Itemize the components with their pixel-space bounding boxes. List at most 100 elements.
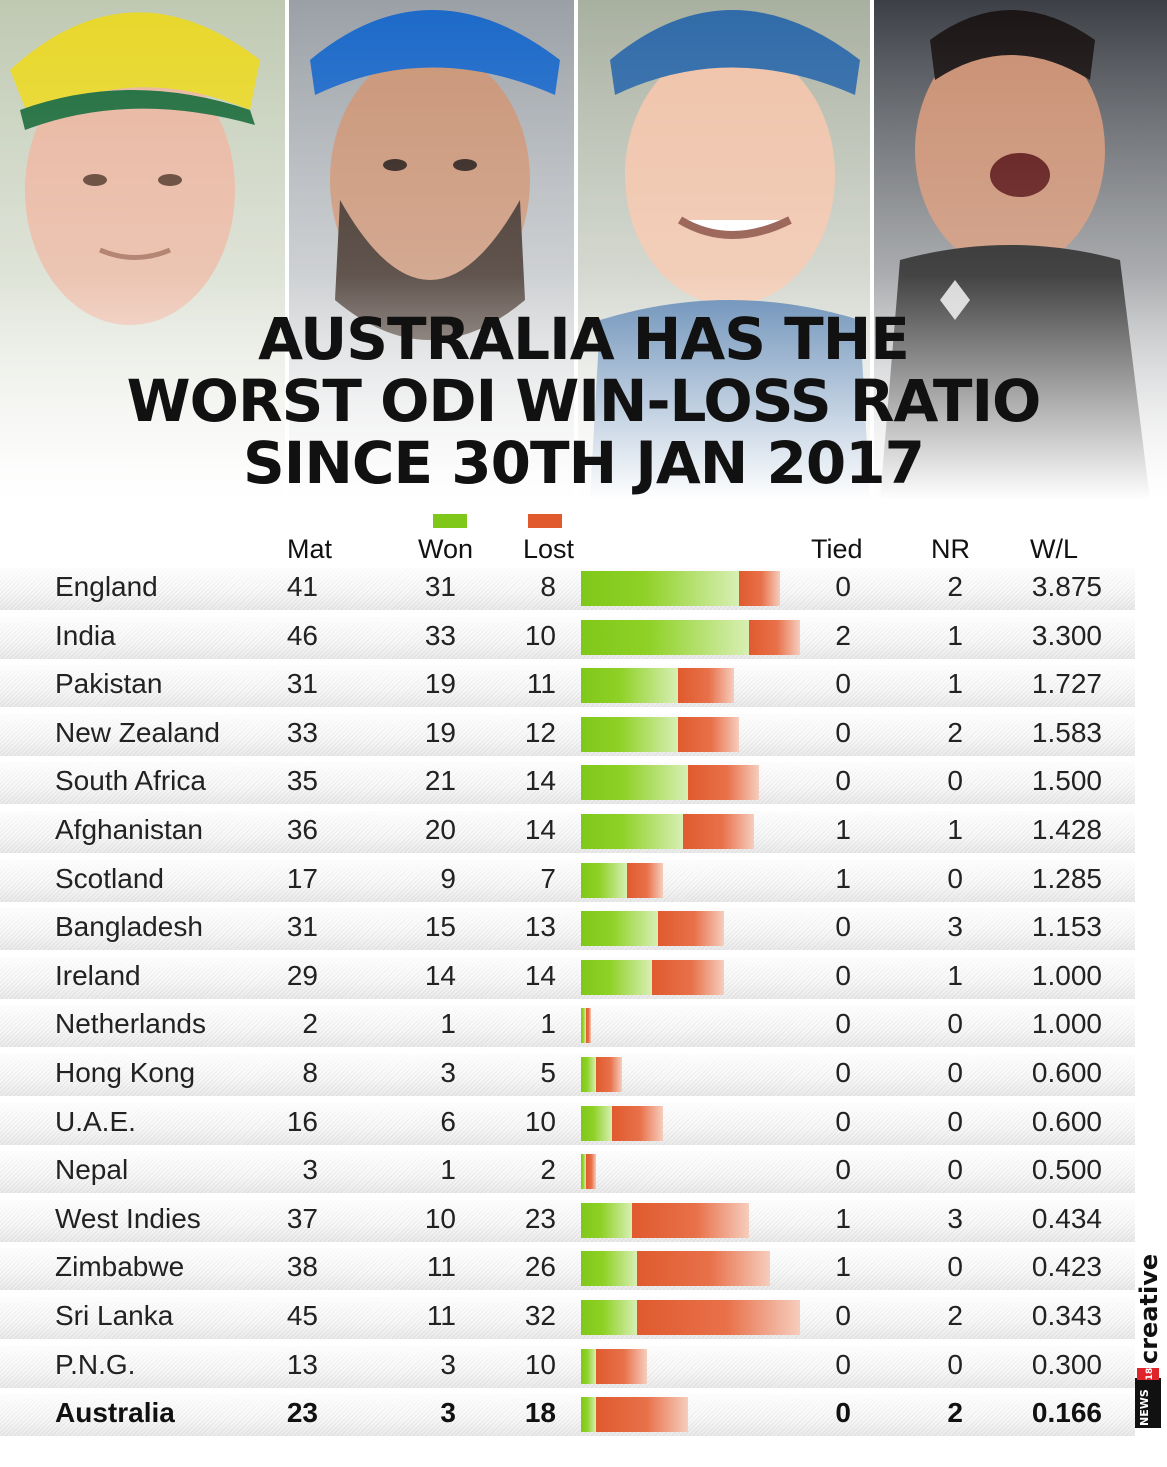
- col-header-mat: Mat: [287, 534, 333, 564]
- table-row: Nepal 3 1 2 0 0 0.500: [0, 1146, 1167, 1195]
- won-bar: [581, 1105, 612, 1141]
- table-header: Mat Won Lost Tied NR W/L: [0, 508, 1167, 570]
- team-name: Afghanistan: [55, 814, 203, 845]
- table-row: West Indies 37 10 23 1 3 0.434: [0, 1195, 1167, 1244]
- won-legend-swatch: [433, 514, 467, 528]
- row-background: [0, 1005, 1135, 1048]
- lost-bar: [652, 959, 724, 995]
- lost-bar: [596, 1348, 648, 1384]
- won-bar: [581, 1348, 597, 1384]
- matches-value: 41: [286, 571, 318, 602]
- lost-value: 1: [540, 1008, 556, 1040]
- won-bar: [581, 862, 627, 898]
- lost-legend-swatch: [528, 514, 562, 528]
- table-row: Hong Kong 8 3 5 0 0 0.600: [0, 1049, 1167, 1098]
- team-name: Australia: [55, 1397, 175, 1429]
- lost-value: 18: [524, 1397, 556, 1429]
- matches-value: 3: [302, 1154, 318, 1186]
- wl-ratio-value: 0.600: [1031, 1105, 1102, 1137]
- svg-text:18: 18: [1145, 1368, 1155, 1381]
- won-bar: [581, 1057, 597, 1092]
- wl-ratio-value: 0.423: [1031, 1251, 1102, 1283]
- team-name: England: [55, 571, 158, 602]
- row-background: [0, 1054, 1135, 1096]
- table-row: U.A.E. 16 6 10 0 0 0.600: [0, 1098, 1167, 1147]
- nr-value: 1: [947, 959, 963, 991]
- lost-bar: [586, 1008, 592, 1044]
- won-value: 14: [424, 959, 456, 991]
- won-bar: [581, 814, 683, 849]
- table-row: Australia 23 3 18 0 2 0.166: [0, 1389, 1167, 1438]
- won-bar: [581, 911, 658, 947]
- lost-bar: [632, 1202, 750, 1238]
- wl-ratio-value: 1.153: [1031, 911, 1102, 943]
- player-photo-banner: [0, 0, 1167, 500]
- matches-value: 35: [286, 765, 318, 797]
- won-value: 20: [424, 814, 456, 845]
- table-row: Pakistan 31 19 11 0 1 1.727: [0, 660, 1167, 709]
- lost-value: 11: [526, 668, 556, 700]
- svg-text:NEWS: NEWS: [1138, 1389, 1151, 1426]
- won-value: 19: [424, 668, 456, 700]
- lost-bar: [637, 1251, 770, 1287]
- matches-value: 33: [286, 716, 318, 748]
- lost-bar: [657, 911, 724, 947]
- won-bar: [581, 571, 740, 606]
- row-background: [0, 1248, 1135, 1291]
- table-row: Zimbabwe 38 11 26 1 0 0.423: [0, 1243, 1167, 1292]
- tied-value: 0: [835, 1008, 851, 1040]
- lost-value: 14: [524, 765, 556, 797]
- wl-ratio-value: 0.500: [1031, 1154, 1102, 1186]
- table-row: Ireland 29 14 14 0 1 1.000: [0, 952, 1167, 1001]
- team-name: Scotland: [55, 862, 164, 894]
- nr-value: 0: [947, 1057, 963, 1088]
- nr-value: 1: [947, 619, 963, 651]
- wl-ratio-value: 1.583: [1031, 716, 1102, 748]
- row-background: [0, 1297, 1135, 1339]
- won-bar: [581, 959, 653, 995]
- matches-value: 36: [286, 814, 318, 845]
- team-name: Ireland: [55, 959, 141, 991]
- row-background: [0, 1199, 1135, 1242]
- won-value: 3: [440, 1397, 456, 1429]
- row-background: [0, 713, 1135, 756]
- lost-value: 14: [524, 814, 556, 845]
- tied-value: 0: [835, 1300, 851, 1331]
- team-name: Zimbabwe: [55, 1251, 185, 1283]
- won-bar: [581, 716, 678, 752]
- tied-value: 0: [835, 716, 851, 748]
- table-row: P.N.G. 13 3 10 0 0 0.300: [0, 1341, 1167, 1390]
- matches-value: 31: [286, 668, 318, 700]
- row-background: [0, 908, 1135, 951]
- table-row: Scotland 17 9 7 1 0 1.285: [0, 855, 1167, 904]
- won-bar: [581, 1397, 597, 1433]
- tied-value: 1: [835, 1202, 851, 1234]
- table-row: India 46 33 10 2 1 3.300: [0, 612, 1167, 661]
- lost-bar: [677, 716, 740, 752]
- lost-value: 10: [524, 619, 556, 651]
- row-background: [0, 1151, 1135, 1194]
- matches-value: 45: [286, 1300, 318, 1331]
- team-name: Sri Lanka: [55, 1300, 174, 1331]
- wl-ratio-value: 1.428: [1031, 814, 1102, 845]
- lost-bar: [611, 1105, 663, 1141]
- team-name: Nepal: [55, 1154, 129, 1186]
- nr-value: 0: [947, 765, 963, 797]
- tied-value: 0: [835, 571, 851, 602]
- nr-value: 0: [947, 1154, 963, 1186]
- team-name: India: [55, 619, 116, 651]
- row-background: [0, 616, 1135, 659]
- nr-value: 2: [947, 1397, 963, 1429]
- tied-value: 0: [835, 1057, 851, 1088]
- won-value: 3: [440, 1348, 456, 1380]
- won-value: 11: [426, 1300, 456, 1331]
- row-background: [0, 568, 1135, 610]
- matches-value: 17: [286, 862, 318, 894]
- table-row: South Africa 35 21 14 0 0 1.500: [0, 757, 1167, 806]
- matches-value: 13: [286, 1348, 318, 1380]
- nr-value: 2: [947, 1300, 963, 1331]
- lost-bar: [626, 862, 663, 898]
- row-background: [0, 762, 1135, 805]
- wl-ratio-value: 0.600: [1031, 1057, 1102, 1088]
- table-row: England 41 31 8 0 2 3.875: [0, 563, 1167, 612]
